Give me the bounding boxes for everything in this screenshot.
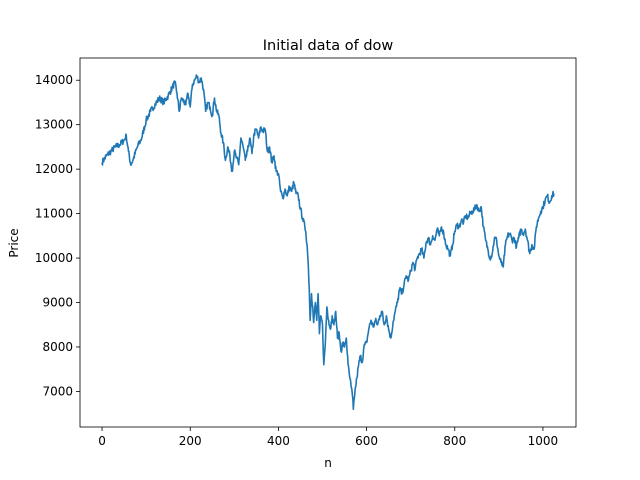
x-axis-label: n — [324, 456, 332, 470]
x-tick-label: 800 — [443, 434, 466, 448]
y-tick-label: 8000 — [42, 340, 73, 354]
y-tick-label: 14000 — [35, 73, 73, 87]
y-tick-label: 13000 — [35, 118, 73, 132]
x-axis: 0 200 400 600 800 1000 — [98, 427, 558, 448]
y-tick-label: 7000 — [42, 384, 73, 398]
series-line-dow — [101, 74, 555, 411]
x-tick-label: 400 — [267, 434, 290, 448]
y-tick-label: 9000 — [42, 296, 73, 310]
y-tick-label: 12000 — [35, 162, 73, 176]
y-tick-label: 10000 — [35, 251, 73, 265]
series-layer — [101, 74, 555, 411]
y-tick-label: 11000 — [35, 207, 73, 221]
chart-title: Initial data of dow — [263, 38, 394, 54]
x-tick-label: 600 — [355, 434, 378, 448]
x-tick-label: 0 — [98, 434, 106, 448]
y-axis-label: Price — [7, 228, 21, 257]
x-tick-label: 200 — [179, 434, 202, 448]
plot-area — [79, 57, 577, 428]
axes-frame — [79, 57, 577, 428]
y-axis: 7000 8000 9000 10000 11000 12000 13000 14000 — [35, 73, 80, 398]
x-tick-label: 1000 — [528, 434, 559, 448]
